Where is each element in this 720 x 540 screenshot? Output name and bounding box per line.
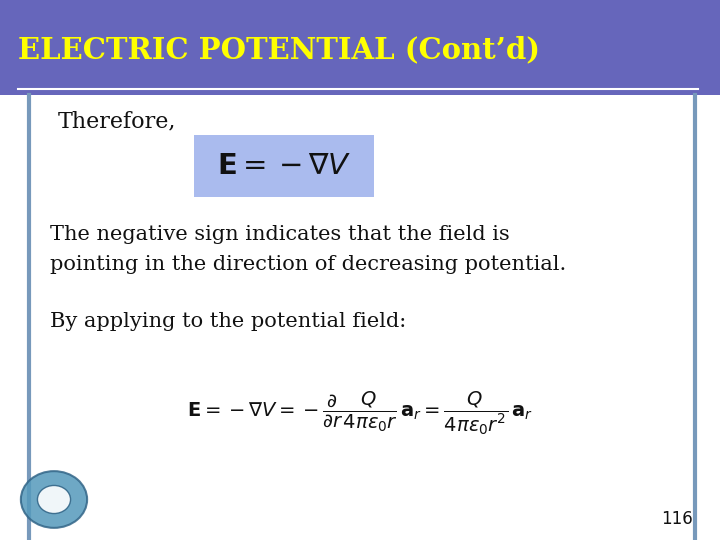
Ellipse shape bbox=[37, 485, 71, 514]
Text: 116: 116 bbox=[661, 510, 693, 528]
Text: The negative sign indicates that the field is: The negative sign indicates that the fie… bbox=[50, 225, 510, 245]
Text: ELECTRIC POTENTIAL (Cont’d): ELECTRIC POTENTIAL (Cont’d) bbox=[18, 36, 540, 65]
Text: $\mathbf{E} = -\nabla V = -\dfrac{\partial}{\partial r}\dfrac{Q}{4\pi\varepsilon: $\mathbf{E} = -\nabla V = -\dfrac{\parti… bbox=[187, 389, 533, 437]
Text: Therefore,: Therefore, bbox=[58, 111, 176, 132]
Bar bbox=[194, 135, 374, 197]
Ellipse shape bbox=[21, 471, 87, 528]
Bar bbox=[0, 0, 720, 94]
Text: By applying to the potential field:: By applying to the potential field: bbox=[50, 312, 407, 331]
Text: $\mathbf{E} = -\nabla V$: $\mathbf{E} = -\nabla V$ bbox=[217, 152, 351, 180]
Text: pointing in the direction of decreasing potential.: pointing in the direction of decreasing … bbox=[50, 255, 567, 274]
